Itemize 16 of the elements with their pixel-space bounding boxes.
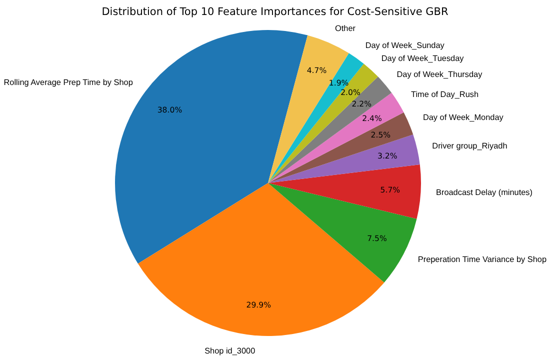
slice-label: Preperation Time Variance by Shop: [418, 255, 547, 264]
slice-label: Driver group_Riyadh: [432, 141, 508, 150]
slice-label: Day of Week_Sunday: [365, 41, 446, 50]
slice-label: Day of Week_Monday: [422, 112, 504, 122]
slice-label: Shop id_3000: [204, 346, 256, 356]
slice-label: Broadcast Delay (minutes): [436, 188, 533, 198]
slice-label: Day of Week_Thursday: [396, 70, 484, 80]
chart-title: Distribution of Top 10 Feature Importances for Cost-Sensitive GBR: [102, 6, 448, 18]
pie-slice: [268, 112, 414, 183]
pie-slice: [268, 164, 421, 219]
slice-label: Other: [335, 24, 356, 34]
slice-label: Rolling Average Prep Time by Shop: [4, 78, 134, 88]
slice-label: Day of Week_Tuesday: [381, 54, 465, 64]
pie-slice: [268, 183, 417, 282]
pie-slice: [115, 30, 308, 264]
slice-label: Time of Day_Rush: [411, 90, 479, 99]
